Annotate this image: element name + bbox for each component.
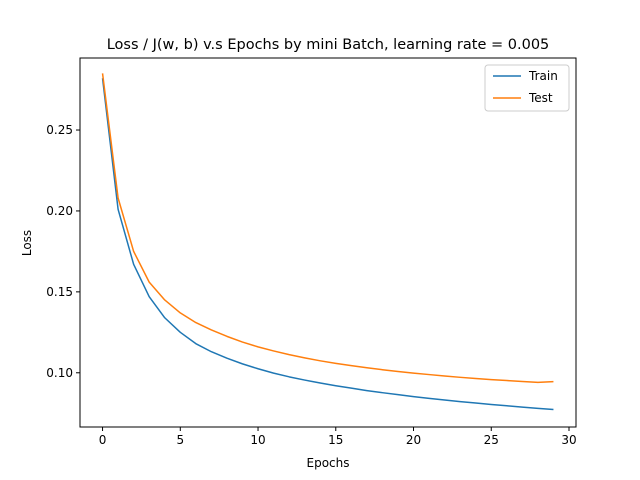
series-line-test: [101, 73, 554, 384]
x-tick-label: 0: [99, 433, 107, 447]
chart-title: Loss / J(w, b) v.s Epochs by mini Batch,…: [107, 37, 550, 53]
y-tick-label: 0.15: [46, 285, 73, 299]
y-tick-label: 0.20: [46, 204, 73, 218]
y-tick-label: 0.10: [46, 366, 73, 380]
legend-label-test: Test: [528, 91, 553, 105]
legend: Train Test: [484, 64, 570, 112]
x-axis-label: Epochs: [307, 456, 350, 470]
y-axis-label: Loss: [20, 230, 34, 256]
x-tick-label: 20: [406, 433, 421, 447]
x-tick-label: 25: [484, 433, 499, 447]
x-tick-label: 15: [328, 433, 343, 447]
series-line-train: [101, 78, 554, 411]
legend-label-train: Train: [528, 69, 558, 83]
plot-area: [101, 73, 554, 411]
x-tick-label: 5: [176, 433, 184, 447]
x-axis-ticks: 0 5 10 15 20 25 30: [99, 427, 577, 447]
y-tick-label: 0.25: [46, 123, 73, 137]
y-axis-ticks: 0.10 0.15 0.20 0.25: [46, 123, 80, 380]
x-tick-label: 10: [250, 433, 265, 447]
x-tick-label: 30: [561, 433, 576, 447]
plot-frame: [79, 57, 577, 428]
